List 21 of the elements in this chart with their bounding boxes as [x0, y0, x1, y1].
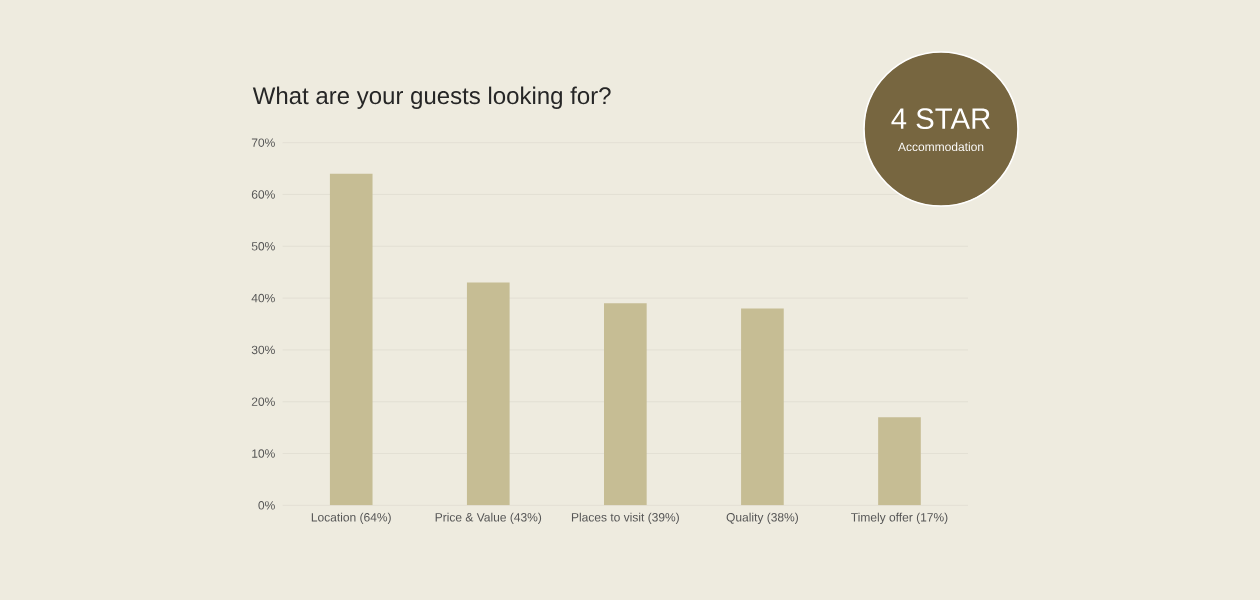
chart-title: What are your guests looking for?	[252, 86, 611, 109]
x-tick-label: Quality (38%)	[726, 512, 798, 524]
bar	[466, 282, 510, 506]
text: 4 STAR	[891, 108, 990, 130]
y-tick-label: 10%	[252, 449, 275, 458]
x-tick-label: Timely offer (17%)	[851, 512, 948, 524]
annotation: Accommodation	[898, 142, 984, 152]
y-tick-label: 40%	[251, 293, 275, 303]
y-tick-label: 20%	[251, 397, 275, 406]
y-tick-label: 0%	[258, 501, 275, 510]
bar	[329, 173, 373, 506]
x-tick-label: Location (64%)	[311, 512, 391, 524]
y-tick-label: 30%	[251, 345, 275, 355]
x-tick-label: Places to visit (39%)	[571, 512, 679, 524]
y-tick-label: 50%	[251, 242, 275, 251]
bar	[878, 417, 921, 506]
y-tick-label: 70%	[251, 138, 275, 147]
x-tick-label: Price & Value (43%)	[435, 512, 542, 524]
y-tick-label: 60%	[251, 190, 275, 199]
bar	[741, 308, 784, 506]
bar	[604, 303, 647, 506]
